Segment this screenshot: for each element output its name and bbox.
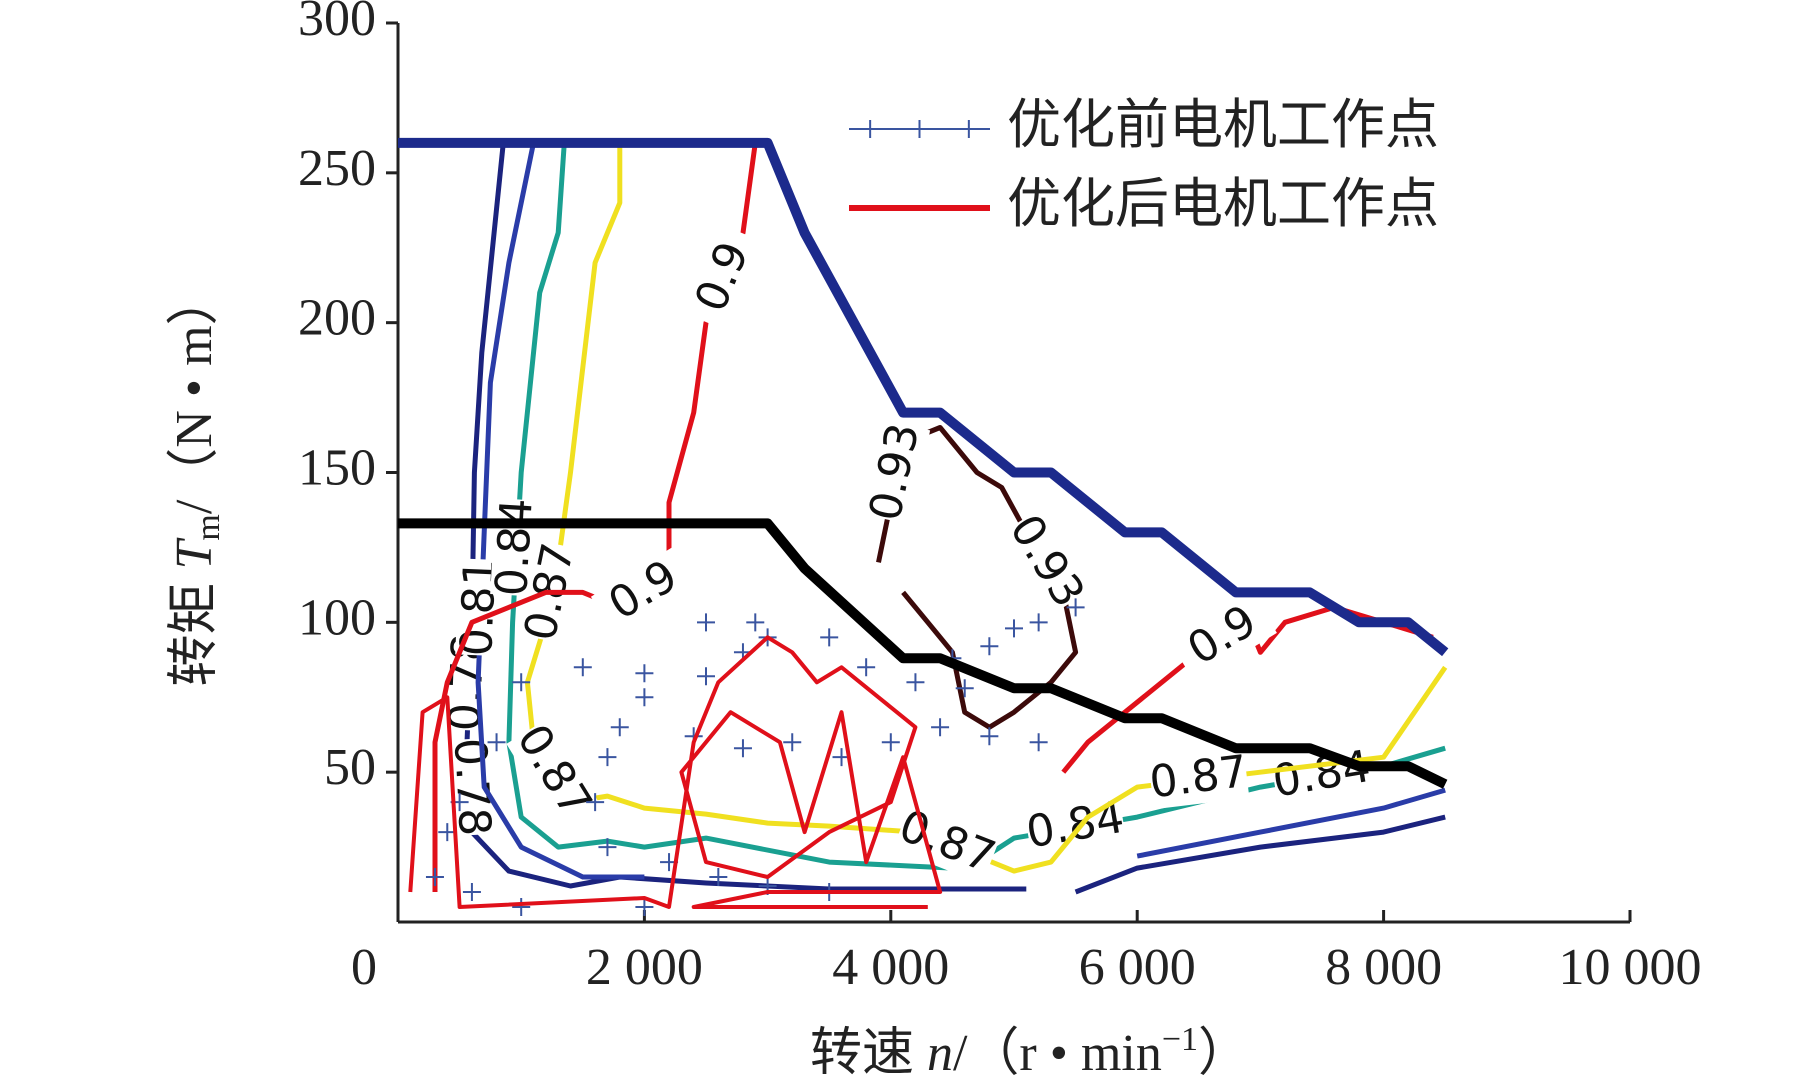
contour-label-bg bbox=[506, 718, 598, 826]
operating-point bbox=[487, 733, 506, 752]
operating-point bbox=[512, 898, 531, 917]
efficiency-contour bbox=[475, 142, 1446, 880]
operating-point bbox=[610, 718, 629, 737]
operating-point bbox=[635, 688, 654, 707]
operating-point bbox=[906, 673, 925, 692]
contour-label-bg bbox=[590, 546, 698, 638]
legend-marker bbox=[861, 120, 880, 138]
x-tick-label: 8 000 bbox=[1325, 939, 1442, 996]
operating-point bbox=[697, 667, 715, 686]
x-label-prefix: 转速 bbox=[810, 1025, 914, 1082]
torque-boundary bbox=[398, 518, 1448, 789]
y-label-subscript: m bbox=[190, 514, 227, 540]
y-tick-label: 150 bbox=[298, 439, 376, 496]
operating-point bbox=[857, 658, 876, 677]
operating-point bbox=[1029, 613, 1048, 632]
operating-point bbox=[598, 748, 617, 767]
x-tick-label: 6 000 bbox=[1079, 939, 1196, 996]
operating-point bbox=[573, 658, 592, 677]
y-tick-label: 100 bbox=[298, 589, 376, 646]
contour-label-bg bbox=[863, 420, 931, 525]
operating-point bbox=[980, 637, 999, 656]
legend-label: 优化后电机工作点 bbox=[1007, 172, 1439, 235]
operating-point bbox=[881, 733, 900, 752]
x-tick-label: 2 000 bbox=[586, 939, 703, 996]
operating-point bbox=[1066, 598, 1085, 617]
contour-label: 0.87 bbox=[892, 800, 1002, 883]
operating-point bbox=[931, 718, 950, 737]
efficiency-contour bbox=[524, 142, 1448, 874]
contour-label: 0.93 bbox=[860, 419, 930, 525]
x-label-close: ） bbox=[1198, 1025, 1250, 1082]
operating-point bbox=[1029, 733, 1048, 752]
contour-label-bg bbox=[684, 224, 765, 332]
operating-point bbox=[980, 727, 999, 746]
contour-label-bg bbox=[1148, 750, 1250, 810]
contour-label: 0.93 bbox=[1000, 506, 1095, 616]
operating-point bbox=[746, 613, 765, 632]
x-tick-label: 0 bbox=[351, 939, 377, 996]
operating-point bbox=[709, 868, 728, 887]
operating-point bbox=[697, 613, 715, 632]
efficiency-contour bbox=[506, 142, 1446, 871]
y-tick-label: 250 bbox=[298, 140, 376, 197]
y-axis-label: 转矩 Tm/（N • m） bbox=[166, 273, 227, 686]
operating-point bbox=[783, 733, 802, 752]
y-label-unit: /（N • m） bbox=[166, 273, 223, 514]
y-tick-label: 300 bbox=[298, 0, 376, 47]
y-label-prefix: 转矩 bbox=[166, 583, 223, 687]
operating-path-after bbox=[408, 635, 943, 909]
x-label-superscript: −1 bbox=[1162, 1021, 1198, 1058]
efficiency-contour bbox=[464, 142, 1446, 895]
operating-point bbox=[955, 679, 974, 698]
operating-point bbox=[635, 898, 654, 917]
operating-point bbox=[598, 838, 617, 857]
legend-marker bbox=[959, 120, 978, 138]
contour-label-bg bbox=[1169, 591, 1277, 683]
torque-boundary bbox=[398, 137, 1449, 657]
operating-point bbox=[425, 868, 444, 887]
legend-label: 优化前电机工作点 bbox=[1007, 93, 1439, 156]
operating-point bbox=[462, 883, 481, 902]
operating-point bbox=[635, 664, 654, 683]
operating-point bbox=[1005, 619, 1023, 638]
x-label-symbol: n bbox=[927, 1025, 953, 1082]
operating-point bbox=[512, 673, 531, 692]
y-tick-label: 200 bbox=[298, 290, 376, 347]
operating-point bbox=[820, 628, 839, 647]
y-label-symbol: T bbox=[166, 538, 223, 570]
y-tick-label: 50 bbox=[324, 739, 376, 796]
x-tick-label: 4 000 bbox=[832, 939, 949, 996]
legend-marker bbox=[910, 120, 929, 138]
operating-point bbox=[586, 793, 605, 812]
operating-point bbox=[733, 739, 752, 758]
x-axis-label: 转速 n/（r • min−1） bbox=[810, 1021, 1250, 1082]
x-label-unit: /（r • min bbox=[953, 1025, 1162, 1082]
contour-label: 0.87 bbox=[1147, 746, 1250, 808]
x-tick-label: 10 000 bbox=[1559, 939, 1702, 996]
contour-label-bg bbox=[999, 508, 1091, 616]
operating-points-before bbox=[425, 598, 1085, 917]
